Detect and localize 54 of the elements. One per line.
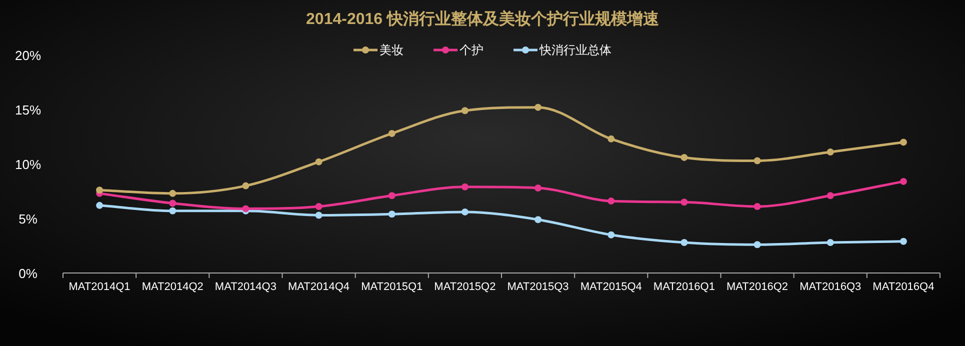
point <box>461 107 468 114</box>
point <box>534 104 542 111</box>
x-tick-label: MAT2015Q2 <box>434 281 496 293</box>
point <box>242 182 250 190</box>
point <box>608 231 615 238</box>
point <box>534 216 542 224</box>
point <box>826 192 834 200</box>
x-tick-label: MAT2014Q4 <box>288 281 350 293</box>
point <box>534 184 542 192</box>
point <box>900 238 907 245</box>
x-tick-label: MAT2015Q1 <box>361 281 423 293</box>
x-tick-label: MAT2016Q4 <box>872 281 934 293</box>
point <box>608 135 615 142</box>
point <box>169 190 176 197</box>
point <box>826 238 834 246</box>
point <box>315 203 322 210</box>
point <box>754 157 761 164</box>
point <box>754 203 761 210</box>
x-tick-label: MAT2016Q1 <box>653 281 715 293</box>
point <box>900 178 907 185</box>
point <box>680 154 688 161</box>
point <box>169 207 176 214</box>
point <box>96 186 104 194</box>
x-tick-label: MAT2014Q2 <box>142 281 204 293</box>
x-tick-label: MAT2014Q3 <box>214 281 276 293</box>
x-tick-label: MAT2016Q3 <box>800 281 862 293</box>
legend-label: 美妆 <box>380 43 404 57</box>
point <box>900 138 907 146</box>
legend-label: 快消行业总体 <box>538 43 612 57</box>
point <box>388 192 396 200</box>
y-tick-label: 15% <box>14 102 42 118</box>
point <box>388 130 396 137</box>
legend-label: 个护 <box>460 43 484 57</box>
x-tick-label: MAT2014Q1 <box>68 281 130 293</box>
point <box>315 212 322 219</box>
point <box>608 198 615 205</box>
y-tick-label: 5% <box>18 212 38 226</box>
point <box>388 210 396 218</box>
x-tick-label: MAT2016Q2 <box>726 281 788 293</box>
y-tick-label: 20% <box>14 48 42 63</box>
point <box>680 198 688 206</box>
point <box>96 202 104 209</box>
point <box>461 183 468 190</box>
chart-title: 2014-2016 快消行业整体及美妆个护行业规模增速 <box>306 9 660 28</box>
point <box>315 158 322 166</box>
y-tick-label: 0% <box>18 266 38 281</box>
point <box>169 200 176 207</box>
x-tick-label: MAT2015Q4 <box>580 281 642 293</box>
point <box>680 238 688 246</box>
point <box>461 208 468 216</box>
point <box>826 148 834 156</box>
x-tick-label: MAT2015Q3 <box>507 281 569 293</box>
y-tick-label: 10% <box>14 157 42 172</box>
point <box>754 241 761 248</box>
